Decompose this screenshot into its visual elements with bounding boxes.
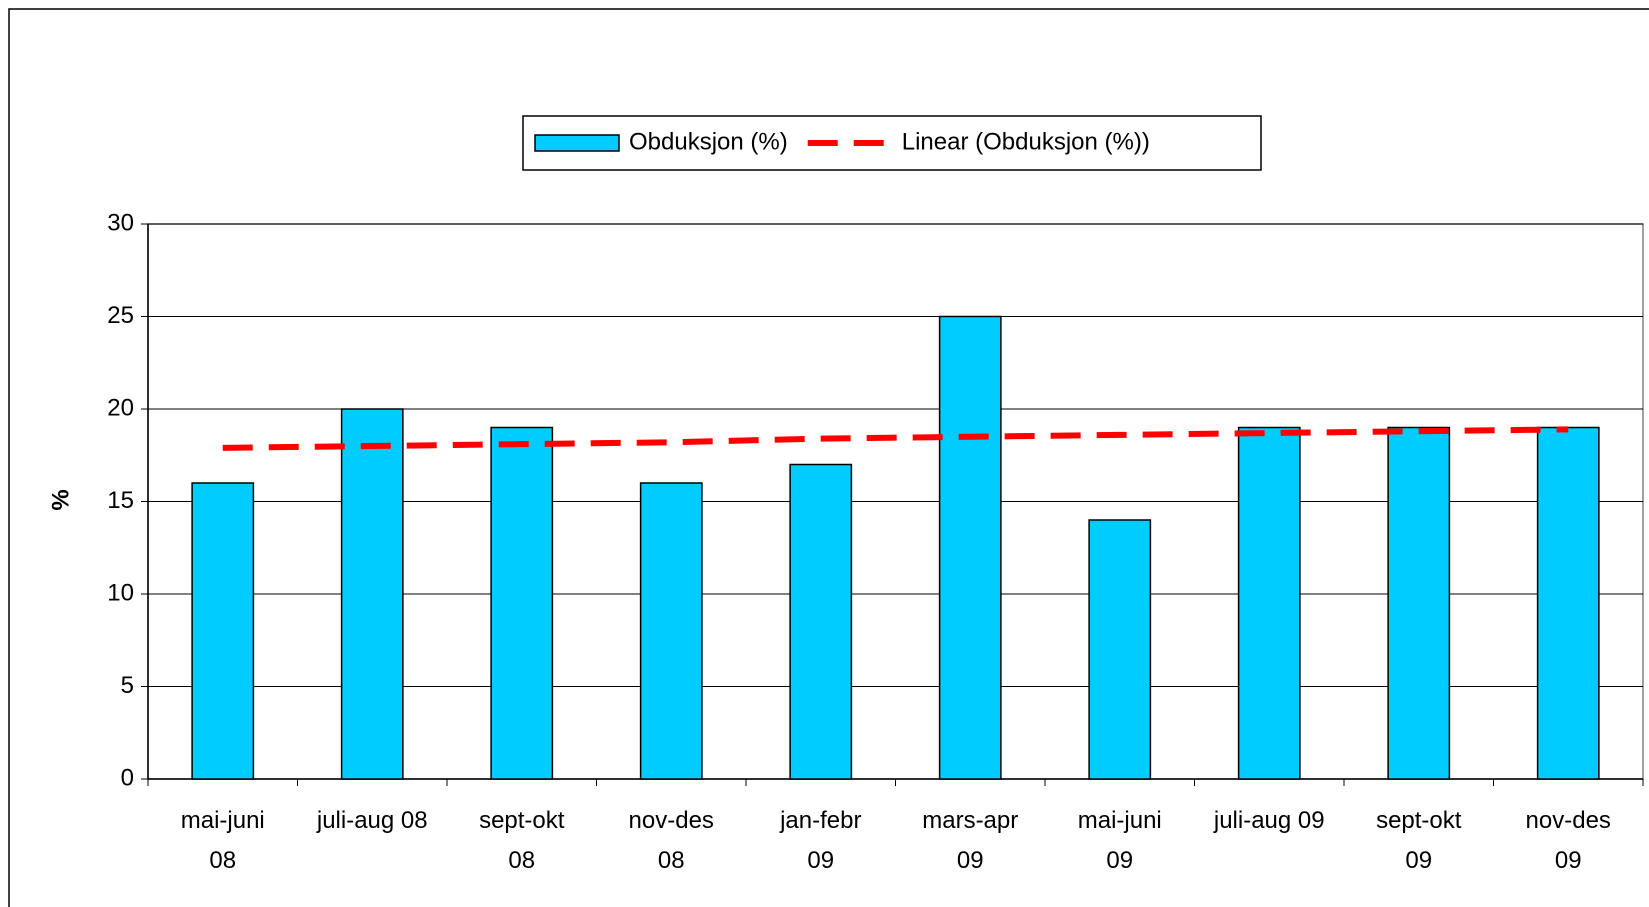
x-tick-label: juli-aug 08 [316,807,428,834]
bar [191,482,255,780]
y-tick-label: 30 [107,209,134,236]
x-tick-label: sept-okt 08 [479,807,565,874]
y-tick-label: 25 [107,302,134,329]
bar [340,408,404,780]
bar [639,482,703,780]
bar [490,426,554,780]
bar [1387,426,1451,780]
x-tick-label: nov-des 08 [628,807,714,874]
x-tick-label: sept-okt 09 [1376,807,1462,874]
x-tick-label: jan-febr 09 [780,807,862,874]
legend-label: Obduksjon (%) [629,128,788,155]
bar [1237,426,1301,780]
legend-box [522,115,1262,171]
bar [938,315,1002,780]
y-tick-label: 10 [107,579,134,606]
trend-line [222,426,1569,451]
x-tick-label: mai-juni 09 [1077,807,1162,874]
y-tick-label: 0 [121,764,134,791]
bar [1088,519,1152,780]
y-tick-label: 20 [107,394,134,421]
y-axis-label: % [47,489,74,510]
y-tick-label: 15 [107,487,134,514]
legend-label: Linear (Obduksjon (%)) [902,128,1150,155]
x-tick-label: mars-apr 09 [922,807,1019,874]
bar [1536,426,1600,780]
chart-border [8,8,1649,907]
legend-swatch [534,134,620,152]
x-tick-label: nov-des 09 [1525,807,1611,874]
y-tick-label: 5 [121,672,134,699]
x-tick-label: mai-juni 08 [180,807,265,874]
x-tick-label: juli-aug 09 [1213,807,1325,834]
bar [789,463,853,780]
